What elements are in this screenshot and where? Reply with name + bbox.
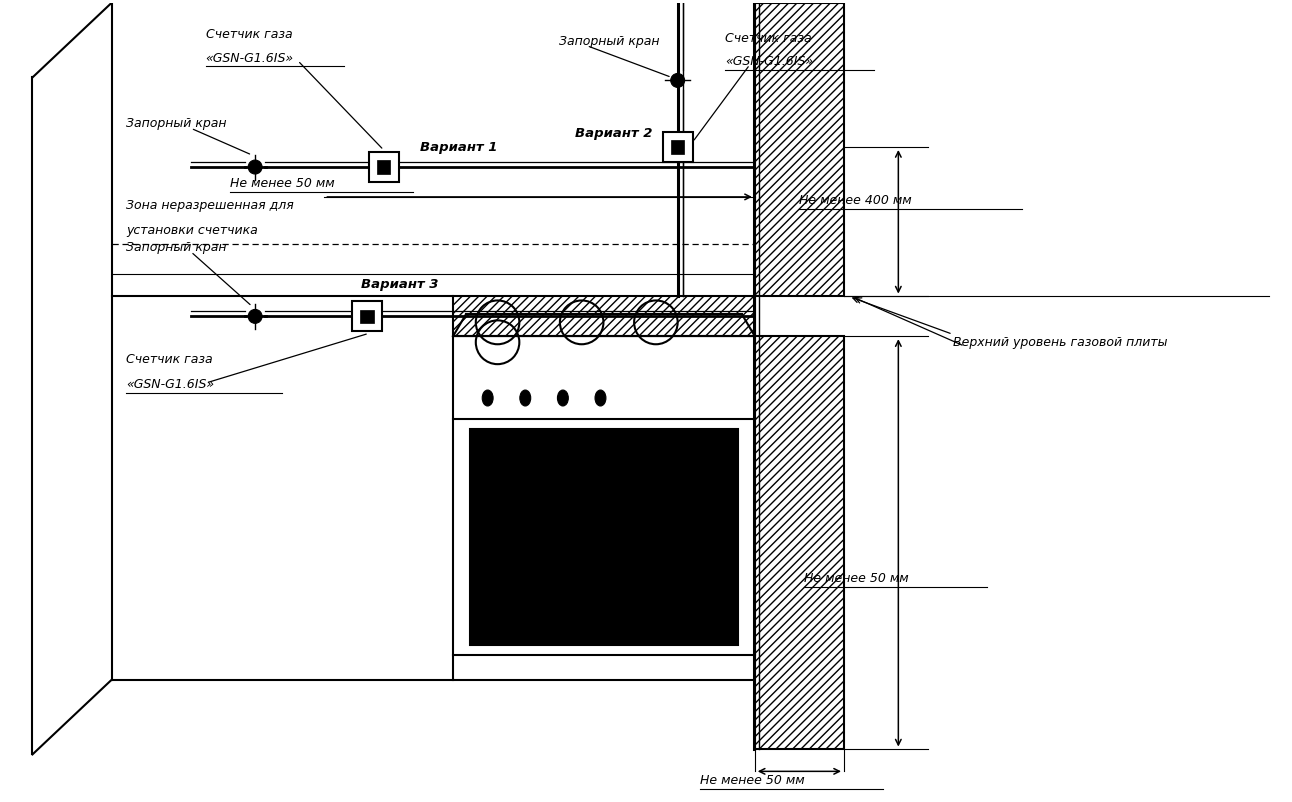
Text: Запорный кран: Запорный кран — [127, 241, 227, 253]
Text: «GSN-G1.6IS»: «GSN-G1.6IS» — [205, 51, 293, 64]
Text: Зона неразрешенная для: Зона неразрешенная для — [127, 199, 295, 212]
Text: Не менее 400 мм: Не менее 400 мм — [800, 194, 912, 207]
Text: Запорный кран: Запорный кран — [127, 117, 227, 130]
Text: Вариант 2: Вариант 2 — [575, 128, 652, 140]
Text: Верхний уровень газовой плиты: Верхний уровень газовой плиты — [952, 336, 1167, 349]
Ellipse shape — [557, 390, 568, 406]
Text: Вариант 1: Вариант 1 — [420, 141, 497, 154]
Text: Вариант 3: Вариант 3 — [360, 278, 438, 291]
Bar — [360, 310, 373, 323]
Polygon shape — [755, 2, 844, 297]
Text: установки счетчика: установки счетчика — [127, 224, 258, 237]
Text: Счетчик газа: Счетчик газа — [127, 353, 213, 367]
Text: «GSN-G1.6IS»: «GSN-G1.6IS» — [725, 55, 813, 68]
Text: Не менее 50 мм: Не менее 50 мм — [700, 774, 805, 788]
Circle shape — [248, 160, 262, 174]
Circle shape — [248, 310, 262, 323]
Bar — [663, 132, 693, 162]
Text: Счетчик газа: Счетчик газа — [205, 27, 292, 41]
Bar — [453, 336, 755, 680]
Bar — [470, 429, 738, 645]
Text: Не менее 50 мм: Не менее 50 мм — [230, 177, 335, 190]
Bar — [370, 152, 399, 182]
Polygon shape — [453, 297, 755, 336]
Text: Запорный кран: Запорный кран — [559, 34, 659, 47]
Ellipse shape — [482, 390, 494, 406]
Text: Счетчик газа: Счетчик газа — [725, 31, 811, 45]
Ellipse shape — [519, 390, 531, 406]
Bar — [377, 160, 390, 174]
Text: «GSN-G1.6IS»: «GSN-G1.6IS» — [127, 378, 214, 391]
Bar — [353, 302, 381, 331]
Circle shape — [671, 74, 685, 87]
Text: Не менее 50 мм: Не менее 50 мм — [805, 572, 910, 585]
Polygon shape — [755, 336, 844, 749]
Ellipse shape — [596, 390, 606, 406]
Bar — [671, 140, 685, 154]
